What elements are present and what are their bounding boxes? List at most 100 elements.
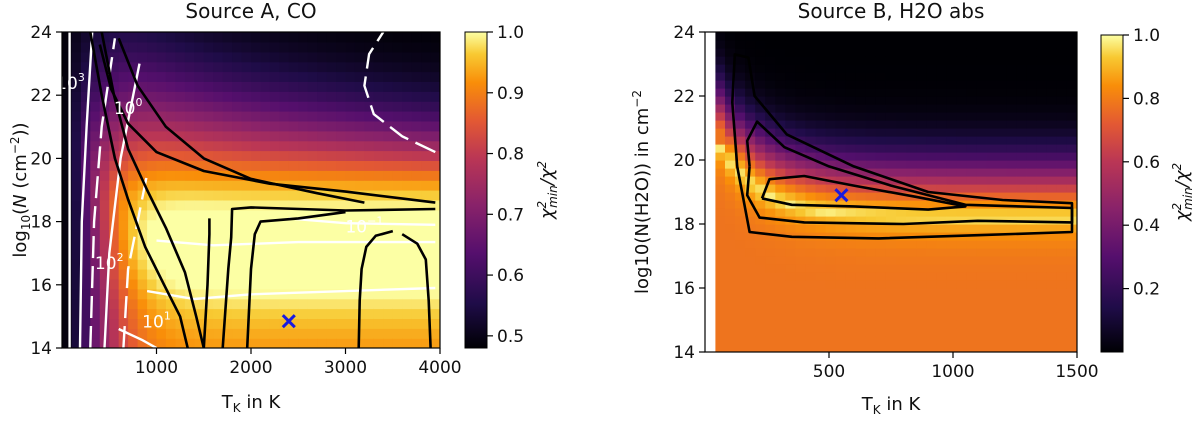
heatmap-a-cell [317, 249, 328, 260]
heatmap-a-cell [175, 278, 186, 290]
heatmap-a-cell [232, 101, 243, 112]
heatmap-b-cell [835, 40, 847, 49]
heatmap-a-cell [147, 71, 158, 82]
heatmap-b-cell [795, 56, 807, 65]
heatmap-b-cell [996, 200, 1008, 209]
heatmap-b-cell [896, 296, 907, 305]
heatmap-a-cell [213, 219, 224, 231]
heatmap-a-cell [269, 278, 280, 290]
heatmap-b-cell [775, 144, 786, 153]
heatmap-b-cell [1056, 288, 1068, 297]
heatmap-a-cell [421, 209, 432, 221]
heatmap-b-cell [815, 32, 827, 41]
heatmap-a-cell [402, 150, 413, 161]
heatmap-a-cell [345, 140, 356, 152]
heatmap-b-cell [956, 320, 967, 329]
heatmap-a-cell [203, 150, 214, 161]
heatmap-a-cell [383, 190, 394, 201]
heatmap-b-cell [815, 152, 827, 161]
heatmap-b-cell [735, 344, 746, 352]
contour-label-a-exp: 3 [78, 71, 85, 84]
heatmap-a-cell [345, 288, 356, 300]
heatmap-b-cell [765, 296, 776, 305]
heatmap-b-cell [775, 200, 786, 209]
heatmap-a-cell [80, 239, 91, 250]
heatmap-b-cell [916, 192, 927, 201]
heatmap-a-cell [80, 199, 91, 211]
heatmap-b-cell [1036, 280, 1048, 289]
heatmap-b-cell [976, 160, 988, 169]
heatmap-a-cell [421, 338, 432, 348]
heatmap-b-cell [775, 184, 786, 193]
heatmap-a-cell [307, 318, 318, 329]
heatmap-a-cell [203, 61, 214, 73]
heatmap-b-cell [976, 88, 988, 97]
heatmap-a-cell [430, 229, 440, 240]
heatmap-b-cell [735, 328, 746, 337]
heatmap-b-cell [1036, 224, 1048, 233]
heatmap-b-cell [1056, 48, 1068, 57]
heatmap-a-cell [118, 81, 129, 92]
heatmap-a-cell [156, 338, 167, 348]
heatmap-a-cell [411, 229, 422, 240]
heatmap-a-cell [345, 51, 356, 63]
heatmap-a-cell [411, 209, 422, 221]
heatmap-b-cell [996, 320, 1008, 329]
heatmap-a-cell [269, 71, 280, 82]
heatmap-a-cell [269, 120, 280, 132]
heatmap-a-cell [194, 160, 205, 171]
heatmap-b-cell [795, 280, 807, 289]
heatmap-a-cell [307, 298, 318, 310]
heatmap-b-cell [865, 288, 877, 297]
heatmap-b-cell [946, 160, 957, 169]
heatmap-a-cell [345, 298, 356, 310]
heatmap-a-cell [336, 219, 347, 231]
heatmap-b-cell [865, 344, 877, 352]
heatmap-a-cell [269, 160, 280, 171]
heatmap-a-cell [118, 41, 129, 53]
heatmap-a-cell [213, 71, 224, 82]
heatmap-a-cell [345, 199, 356, 211]
heatmap-b-cell [835, 168, 847, 177]
heatmap-b-cell [1046, 248, 1058, 257]
heatmap-b-cell [1036, 104, 1048, 113]
heatmap-b-cell [865, 128, 877, 137]
heatmap-b-cell [1056, 40, 1068, 49]
heatmap-b-cell [855, 280, 867, 289]
heatmap-b-cell [1016, 200, 1028, 209]
heatmap-b-cell [825, 312, 837, 321]
heatmap-b-cell [795, 128, 807, 137]
heatmap-a-cell [147, 111, 158, 122]
heatmap-b-cell [885, 80, 897, 89]
heatmap-a-cell [392, 91, 403, 102]
heatmap-a-cell [260, 130, 271, 142]
heatmap-a-cell [354, 61, 365, 73]
heatmap-a-cell [392, 318, 403, 329]
heatmap-a-cell [232, 180, 243, 191]
heatmap-b-cell [1056, 304, 1068, 313]
heatmap-a-cell [203, 199, 214, 211]
heatmap-b-cell [855, 200, 867, 209]
heatmap-b-cell [906, 152, 917, 161]
heatmap-a-cell [317, 150, 328, 161]
heatmap-a-cell [279, 111, 290, 122]
heatmap-b-cell [936, 128, 947, 137]
white-contour-a [78, 32, 94, 348]
heatmap-b-cell [896, 96, 907, 105]
heatmap-b-cell [1006, 184, 1018, 193]
heatmap-b-cell [1036, 136, 1048, 145]
heatmap-a-cell [128, 229, 139, 240]
heatmap-b-cell [785, 256, 796, 265]
heatmap-b-cell [1016, 264, 1028, 273]
heatmap-b-cell [835, 240, 847, 249]
heatmap-a-cell [430, 91, 440, 102]
heatmap-b-cell [1066, 264, 1077, 273]
heatmap-b-cell [885, 96, 897, 105]
heatmap-a-cell [194, 308, 205, 319]
heatmap-b-cell [885, 128, 897, 137]
black-contour-a [100, 32, 206, 348]
heatmap-a-cell [260, 199, 271, 211]
heatmap-a-cell [128, 249, 139, 260]
heatmap-b-cell [1016, 240, 1028, 249]
heatmap-b-cell [795, 224, 807, 233]
